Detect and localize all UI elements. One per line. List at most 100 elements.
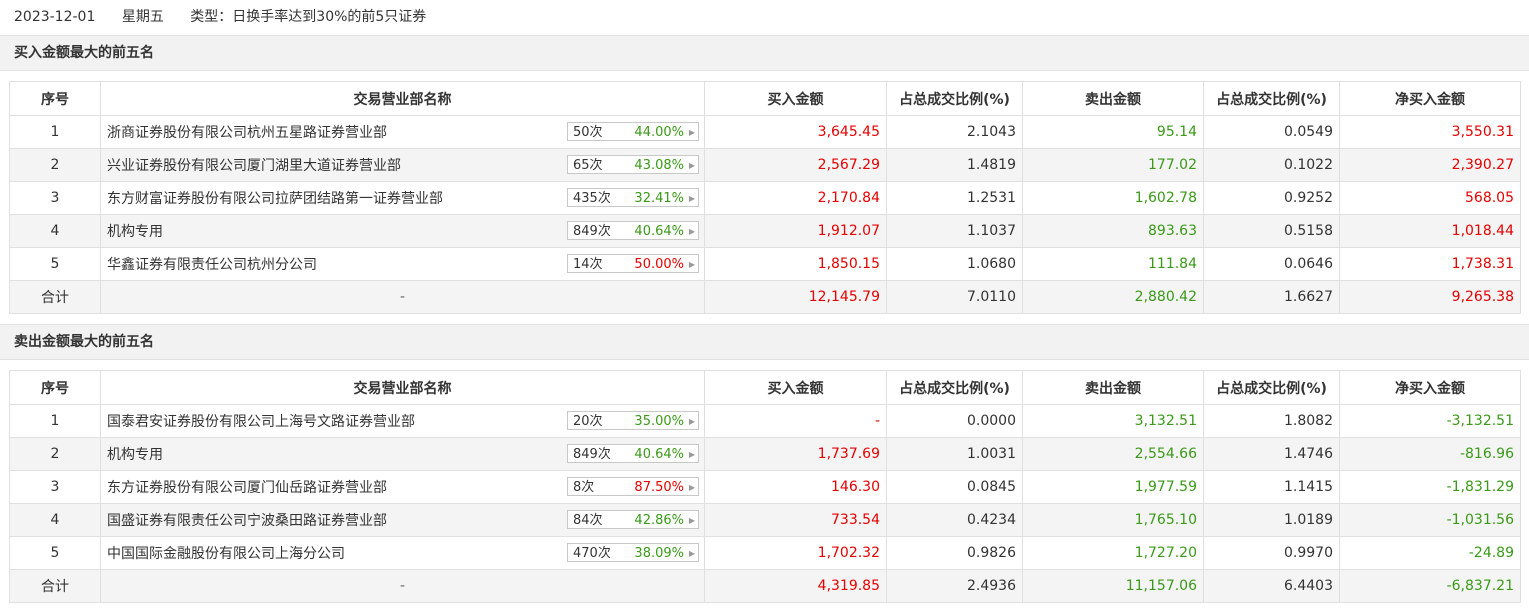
broker-stats-badge[interactable]: 14次 50.00% ▶ xyxy=(567,254,699,273)
buy-amount: 146.30 xyxy=(704,470,887,504)
sell-ratio: 1.0189 xyxy=(1203,503,1340,537)
column-header: 序号 xyxy=(9,370,101,405)
table-row[interactable]: 2 机构专用 849次 40.64% ▶ 1,737.69 1.0031 2,554.66 1.… xyxy=(9,437,1521,471)
row-index: 4 xyxy=(9,214,101,248)
total-buy-ratio: 7.0110 xyxy=(886,280,1023,314)
broker-stats-badge[interactable]: 849次 40.64% ▶ xyxy=(567,444,699,463)
broker-name-cell: 国盛证券有限责任公司宁波桑田路证券营业部 84次 42.86% ▶ xyxy=(100,503,705,537)
top-info-bar: 2023-12-01 星期五 类型：日换手率达到30%的前5只证券 xyxy=(0,0,1529,35)
sell-ratio: 0.9970 xyxy=(1203,536,1340,570)
sell-amount: 2,554.66 xyxy=(1022,437,1204,471)
broker-stats-badge[interactable]: 65次 43.08% ▶ xyxy=(567,155,699,174)
broker-name[interactable]: 国盛证券有限责任公司宁波桑田路证券营业部 xyxy=(107,513,387,529)
broker-stats-badge[interactable]: 470次 38.09% ▶ xyxy=(567,543,699,562)
trade-date: 2023-12-01 xyxy=(14,9,96,25)
sell-amount: 1,602.78 xyxy=(1022,181,1204,215)
total-label: 合计 xyxy=(9,280,101,314)
buy-ratio: 0.0000 xyxy=(886,404,1023,438)
column-header: 占总成交比例(%) xyxy=(1203,370,1340,405)
column-header: 买入金额 xyxy=(704,81,887,116)
buy-ratio: 0.9826 xyxy=(886,536,1023,570)
net-buy-amount: 2,390.27 xyxy=(1339,148,1521,182)
broker-name[interactable]: 国泰君安证券股份有限公司上海号文路证券营业部 xyxy=(107,414,415,430)
broker-name[interactable]: 中国国际金融股份有限公司上海分公司 xyxy=(107,546,345,562)
caret-right-icon: ▶ xyxy=(688,260,695,269)
table-row[interactable]: 1 浙商证券股份有限公司杭州五星路证券营业部 50次 44.00% ▶ 3,645.45 2… xyxy=(9,115,1521,149)
broker-name-cell: 机构专用 849次 40.64% ▶ xyxy=(100,437,705,471)
table-row[interactable]: 5 中国国际金融股份有限公司上海分公司 470次 38.09% ▶ 1,702.32 0.9… xyxy=(9,536,1521,570)
buy-amount: 3,645.45 xyxy=(704,115,887,149)
buy-ratio: 1.2531 xyxy=(886,181,1023,215)
sell-ratio: 0.0549 xyxy=(1203,115,1340,149)
table-row[interactable]: 2 兴业证券股份有限公司厦门湖里大道证券营业部 65次 43.08% ▶ 2,567.29… xyxy=(9,148,1521,182)
caret-right-icon: ▶ xyxy=(688,549,695,558)
sell-amount: 95.14 xyxy=(1022,115,1204,149)
broker-stats-badge[interactable]: 50次 44.00% ▶ xyxy=(567,122,699,141)
sell-amount: 1,765.10 xyxy=(1022,503,1204,537)
win-rate: 87.50% xyxy=(634,480,684,495)
broker-name[interactable]: 兴业证券股份有限公司厦门湖里大道证券营业部 xyxy=(107,158,401,174)
buy-amount: 1,737.69 xyxy=(704,437,887,471)
broker-stats-badge[interactable]: 849次 40.64% ▶ xyxy=(567,221,699,240)
table-row[interactable]: 4 国盛证券有限责任公司宁波桑田路证券营业部 84次 42.86% ▶ 733.54 0.4… xyxy=(9,503,1521,537)
sell-ratio: 1.8082 xyxy=(1203,404,1340,438)
win-rate: 43.08% xyxy=(634,158,684,173)
broker-stats-badge[interactable]: 435次 32.41% ▶ xyxy=(567,188,699,207)
buy-amount: 1,912.07 xyxy=(704,214,887,248)
caret-right-icon: ▶ xyxy=(688,161,695,170)
broker-name-cell: 浙商证券股份有限公司杭州五星路证券营业部 50次 44.00% ▶ xyxy=(100,115,705,149)
net-buy-amount: 568.05 xyxy=(1339,181,1521,215)
table-row[interactable]: 3 东方财富证券股份有限公司拉萨团结路第一证券营业部 435次 32.41% ▶ 2,17… xyxy=(9,181,1521,215)
spacer xyxy=(0,71,1529,81)
total-sell-ratio: 6.4403 xyxy=(1203,569,1340,603)
caret-right-icon: ▶ xyxy=(688,483,695,492)
sell-ratio: 0.0646 xyxy=(1203,247,1340,281)
table-row[interactable]: 1 国泰君安证券股份有限公司上海号文路证券营业部 20次 35.00% ▶ -0.0000… xyxy=(9,404,1521,438)
broker-name[interactable]: 东方证券股份有限公司厦门仙岳路证券营业部 xyxy=(107,480,387,496)
broker-stats-badge[interactable]: 84次 42.86% ▶ xyxy=(567,510,699,529)
broker-stats-badge[interactable]: 8次 87.50% ▶ xyxy=(567,477,699,496)
column-header: 卖出金额 xyxy=(1022,370,1204,405)
buy-ratio: 1.0680 xyxy=(886,247,1023,281)
net-buy-amount: -1,031.56 xyxy=(1339,503,1521,537)
net-buy-amount: -3,132.51 xyxy=(1339,404,1521,438)
caret-right-icon: ▶ xyxy=(688,417,695,426)
broker-name-cell: 兴业证券股份有限公司厦门湖里大道证券营业部 65次 43.08% ▶ xyxy=(100,148,705,182)
broker-name[interactable]: 华鑫证券有限责任公司杭州分公司 xyxy=(107,257,317,273)
total-net: -6,837.21 xyxy=(1339,569,1521,603)
table-row[interactable]: 4 机构专用 849次 40.64% ▶ 1,912.07 1.1037 893.63 0.51… xyxy=(9,214,1521,248)
total-sell: 11,157.06 xyxy=(1022,569,1204,603)
win-rate: 40.64% xyxy=(634,224,684,239)
row-index: 3 xyxy=(9,181,101,215)
total-buy-ratio: 2.4936 xyxy=(886,569,1023,603)
column-header: 卖出金额 xyxy=(1022,81,1204,116)
net-buy-amount: 1,738.31 xyxy=(1339,247,1521,281)
buy-ratio: 2.1043 xyxy=(886,115,1023,149)
row-index: 3 xyxy=(9,470,101,504)
broker-name[interactable]: 浙商证券股份有限公司杭州五星路证券营业部 xyxy=(107,125,387,141)
table-row[interactable]: 5 华鑫证券有限责任公司杭州分公司 14次 50.00% ▶ 1,850.15 1.0680… xyxy=(9,247,1521,281)
appearance-count: 849次 xyxy=(573,447,611,462)
broker-name-cell: 东方财富证券股份有限公司拉萨团结路第一证券营业部 435次 32.41% ▶ xyxy=(100,181,705,215)
total-net: 9,265.38 xyxy=(1339,280,1521,314)
buy-amount: 1,702.32 xyxy=(704,536,887,570)
broker-name-cell: 中国国际金融股份有限公司上海分公司 470次 38.09% ▶ xyxy=(100,536,705,570)
sell-amount: 893.63 xyxy=(1022,214,1204,248)
top-sellers-table: 序号 交易营业部名称 买入金额 占总成交比例(%) 卖出金额 占总成交比例(%) 净买入金额… xyxy=(9,370,1521,603)
broker-name[interactable]: 机构专用 xyxy=(107,224,163,240)
broker-name[interactable]: 东方财富证券股份有限公司拉萨团结路第一证券营业部 xyxy=(107,191,443,207)
total-buy: 12,145.79 xyxy=(704,280,887,314)
buy-amount: 1,850.15 xyxy=(704,247,887,281)
buy-amount: 733.54 xyxy=(704,503,887,537)
appearance-count: 849次 xyxy=(573,224,611,239)
row-index: 4 xyxy=(9,503,101,537)
net-buy-amount: 3,550.31 xyxy=(1339,115,1521,149)
broker-stats-badge[interactable]: 20次 35.00% ▶ xyxy=(567,411,699,430)
row-index: 1 xyxy=(9,115,101,149)
sell-ratio: 1.1415 xyxy=(1203,470,1340,504)
broker-name[interactable]: 机构专用 xyxy=(107,447,163,463)
list-type: 类型：日换手率达到30%的前5只证券 xyxy=(190,9,427,25)
row-index: 1 xyxy=(9,404,101,438)
table-row[interactable]: 3 东方证券股份有限公司厦门仙岳路证券营业部 8次 87.50% ▶ 146.30 0.08… xyxy=(9,470,1521,504)
sell-amount: 177.02 xyxy=(1022,148,1204,182)
